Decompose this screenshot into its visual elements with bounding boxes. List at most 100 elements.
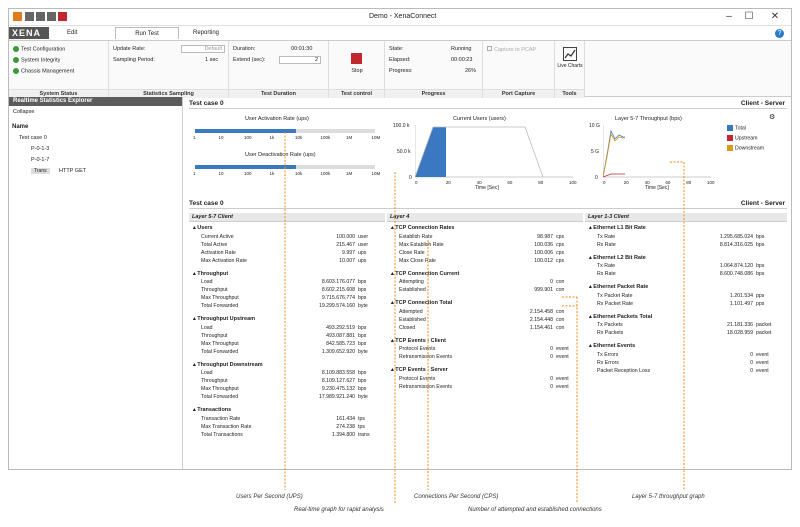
stat-value: 9.997 xyxy=(342,249,355,256)
group-label: Users xyxy=(197,225,213,231)
expand-icon[interactable]: ▴ xyxy=(391,270,396,277)
stat-value: 1.154.461 xyxy=(529,324,553,331)
close-icon[interactable]: ✕ xyxy=(770,11,780,22)
stat-unit: ups xyxy=(358,257,367,264)
expand-icon[interactable]: ▴ xyxy=(589,225,594,231)
stat-row: Max Transaction Rate 274.238 tps xyxy=(189,424,385,432)
stat-label: Retransmission Events xyxy=(399,383,453,390)
help-icon[interactable]: ? xyxy=(775,29,784,38)
stat-label: Current Active xyxy=(201,233,234,240)
ok-icon xyxy=(13,46,19,52)
expand-icon[interactable]: ▴ xyxy=(391,367,396,373)
tree-item-trans[interactable]: Trans xyxy=(31,168,50,174)
stat-value: 274.238 xyxy=(336,423,355,430)
log-tick: 10 xyxy=(218,171,224,176)
ribbon: Test Configuration System Integrity Chas… xyxy=(9,40,791,98)
expand-icon[interactable]: ▴ xyxy=(391,300,396,306)
system-integrity-item[interactable]: System Integrity xyxy=(13,57,60,63)
live-charts-button[interactable]: Live Charts xyxy=(557,63,583,69)
y-tick: 0 xyxy=(595,175,598,181)
capture-checkbox[interactable]: Capture to PCAP xyxy=(487,46,536,53)
layer13-column: ▴ Ethernet L1 Bit Rate Tx Rate 1.295.685.0… xyxy=(585,225,787,469)
log-tick: 100k xyxy=(320,135,331,140)
deactivation-chart-title: User Deactivation Rate (ups) xyxy=(245,152,316,158)
stat-value: 0 xyxy=(550,279,553,285)
group-label: Transactions xyxy=(197,407,232,413)
chassis-management-item[interactable]: Chassis Management xyxy=(13,68,74,74)
stat-label: Throughput xyxy=(201,332,228,339)
stat-row: Throughput 493.087.881 bps xyxy=(189,333,385,341)
stat-row: Close Rate 100.006 cps xyxy=(387,250,583,258)
stat-row: Protocol Events 0 event xyxy=(387,376,583,384)
expand-icon[interactable]: ▴ xyxy=(589,284,594,290)
log-tick: 100 xyxy=(244,171,252,176)
expand-icon[interactable]: ▴ xyxy=(391,225,396,231)
stat-row: Established 2.154.448 con xyxy=(387,317,583,325)
save-icon[interactable] xyxy=(25,12,34,21)
tab-run-test[interactable]: Run Test xyxy=(115,27,179,39)
stat-value: 100.000 xyxy=(336,233,355,240)
close-project-icon[interactable] xyxy=(58,12,67,21)
test-configuration-item[interactable]: Test Configuration xyxy=(13,46,65,52)
open-icon[interactable] xyxy=(36,12,45,21)
column-title: Layer 5-7 Client xyxy=(189,213,385,222)
statistics-sampling-group: Update Rate: Default Sampling Period: 1 … xyxy=(109,41,229,98)
y-tick: 50.0 k xyxy=(397,149,411,155)
y-tick: 10 G xyxy=(589,123,600,129)
layer57-column: ▴ Users Current Active 100.000 user Total Ac… xyxy=(189,225,385,469)
maximize-icon[interactable]: ☐ xyxy=(744,11,754,22)
label: Collapse xyxy=(13,109,35,115)
stat-label: Close Rate xyxy=(399,249,425,256)
stat-value: 0 xyxy=(550,383,553,390)
stat-value: 100.012 xyxy=(534,257,553,264)
expand-icon[interactable]: ▴ xyxy=(589,313,594,320)
stat-row: Rx Rate 8.600.748.086 bps xyxy=(585,271,787,279)
settings-icon[interactable] xyxy=(47,12,56,21)
tree-item-http-get[interactable]: HTTP GET xyxy=(59,168,87,174)
group-label: Throughput Downstream xyxy=(197,361,263,368)
expand-icon[interactable]: ▴ xyxy=(193,407,198,413)
group-label: Tools xyxy=(555,89,584,98)
x-tick: 20 xyxy=(445,180,451,185)
x-tick: 100 xyxy=(707,180,715,185)
stat-label: Established xyxy=(399,316,426,323)
update-rate-select[interactable]: Default xyxy=(181,45,225,53)
stat-label: Packet Reception Loss xyxy=(597,367,651,374)
tools-group: Live Charts Tools xyxy=(555,41,585,98)
stop-icon[interactable] xyxy=(351,53,362,64)
stat-value: 0 xyxy=(550,375,553,382)
update-rate-label: Update Rate: xyxy=(113,46,146,52)
extend-input[interactable]: 2 xyxy=(279,56,321,64)
progress-value: 26% xyxy=(465,68,477,74)
live-charts-icon[interactable] xyxy=(563,47,577,61)
expand-icon[interactable]: ▴ xyxy=(193,225,198,231)
stat-group-title: ▴ Ethernet Packets Total xyxy=(589,314,652,320)
group-label: Port Capture xyxy=(483,89,554,98)
expand-icon[interactable]: ▴ xyxy=(193,270,198,277)
stop-button[interactable]: Stop xyxy=(351,68,363,74)
tree-item-test-case[interactable]: Test case 0 xyxy=(19,135,47,141)
tree-item-port[interactable]: P-0-1-7 xyxy=(31,157,50,163)
stat-row: Rx Packet Rate 1.101.497 pps xyxy=(585,301,787,309)
expand-icon[interactable]: ▴ xyxy=(391,337,396,344)
tree-item-port[interactable]: P-0-1-3 xyxy=(31,146,50,152)
ok-icon xyxy=(13,68,19,74)
tab-edit[interactable]: Edit xyxy=(67,30,78,36)
stat-unit: user xyxy=(358,233,369,240)
settings-icon[interactable]: ⚙ xyxy=(769,114,776,121)
expand-icon[interactable]: ▴ xyxy=(193,316,198,322)
stat-group-title: ▴ Throughput xyxy=(193,271,228,277)
minimize-icon[interactable]: – xyxy=(726,11,732,22)
stat-label: Rx Errors xyxy=(597,359,619,366)
stat-value: 0 xyxy=(750,359,753,366)
stat-value: 0 xyxy=(550,346,553,352)
expand-icon[interactable]: ▴ xyxy=(193,361,198,368)
expand-icon[interactable]: ▴ xyxy=(589,343,594,349)
collapse-button[interactable]: Collapse xyxy=(13,109,34,115)
stat-unit: bps xyxy=(358,386,367,392)
stat-unit: packet xyxy=(756,322,772,328)
stat-value: 493.087.881 xyxy=(326,332,355,339)
expand-icon[interactable]: ▴ xyxy=(589,254,594,261)
tab-reporting[interactable]: Reporting xyxy=(193,30,220,36)
sampling-period-label: Sampling Period: xyxy=(113,57,155,63)
